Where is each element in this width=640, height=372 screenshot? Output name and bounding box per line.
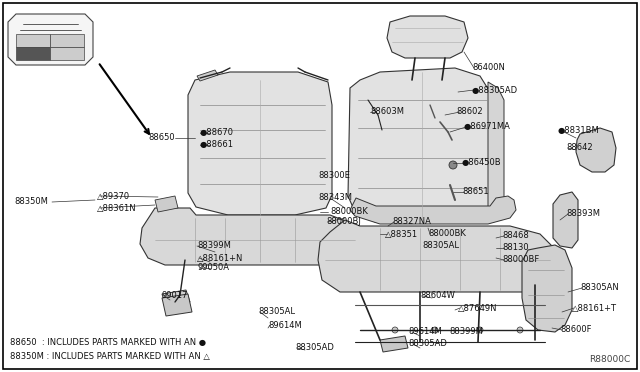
Text: 89614M: 89614M bbox=[268, 321, 301, 330]
Text: 88305AD: 88305AD bbox=[408, 340, 447, 349]
Text: 88651: 88651 bbox=[462, 187, 488, 196]
Circle shape bbox=[517, 327, 523, 333]
Text: 88650  : INCLUDES PARTS MARKED WITH AN ●: 88650 : INCLUDES PARTS MARKED WITH AN ● bbox=[10, 337, 206, 346]
Polygon shape bbox=[140, 208, 360, 265]
Text: 88305AD: 88305AD bbox=[295, 343, 334, 353]
Polygon shape bbox=[488, 82, 504, 216]
Circle shape bbox=[449, 161, 457, 169]
Text: 88000BF: 88000BF bbox=[502, 256, 540, 264]
Polygon shape bbox=[522, 245, 572, 332]
Polygon shape bbox=[162, 294, 192, 316]
Text: ●8831BM: ●8831BM bbox=[558, 125, 600, 135]
Circle shape bbox=[432, 327, 438, 333]
Text: 88000BK: 88000BK bbox=[330, 208, 368, 217]
Polygon shape bbox=[348, 68, 492, 222]
Text: △88351: △88351 bbox=[385, 230, 418, 238]
Text: △89370: △89370 bbox=[97, 192, 130, 201]
Circle shape bbox=[477, 327, 483, 333]
Text: 88305AN: 88305AN bbox=[580, 283, 619, 292]
Bar bbox=[50, 47, 84, 60]
Text: 88350M: 88350M bbox=[14, 198, 48, 206]
Text: 99017: 99017 bbox=[162, 292, 188, 301]
Polygon shape bbox=[350, 196, 516, 224]
Text: ●88670: ●88670 bbox=[200, 128, 234, 138]
Text: 99050A: 99050A bbox=[197, 263, 229, 273]
Text: 88343M: 88343M bbox=[318, 193, 352, 202]
Polygon shape bbox=[197, 70, 218, 81]
Polygon shape bbox=[576, 128, 616, 172]
Text: 88327NA: 88327NA bbox=[392, 218, 431, 227]
Text: 88305AL: 88305AL bbox=[258, 308, 295, 317]
Polygon shape bbox=[8, 14, 93, 65]
Text: 86400N: 86400N bbox=[472, 64, 505, 73]
Text: 88399M: 88399M bbox=[449, 327, 483, 337]
Text: 88350M : INCLUDES PARTS MARKED WITH AN △: 88350M : INCLUDES PARTS MARKED WITH AN △ bbox=[10, 352, 210, 360]
Text: ●86971MA: ●86971MA bbox=[464, 122, 511, 131]
Text: △88161+T: △88161+T bbox=[572, 304, 617, 312]
Polygon shape bbox=[155, 196, 178, 212]
Text: R88000C: R88000C bbox=[589, 356, 630, 365]
Text: △88161+N: △88161+N bbox=[197, 253, 243, 263]
Polygon shape bbox=[162, 290, 190, 308]
Text: ●88305AD: ●88305AD bbox=[472, 86, 518, 94]
Text: 88602: 88602 bbox=[456, 108, 483, 116]
Text: 88600F: 88600F bbox=[560, 326, 591, 334]
Text: ●86450B: ●86450B bbox=[462, 158, 502, 167]
Polygon shape bbox=[380, 336, 408, 352]
Text: 88130: 88130 bbox=[502, 244, 529, 253]
Text: 89614M: 89614M bbox=[408, 327, 442, 337]
Text: ●88661: ●88661 bbox=[200, 141, 234, 150]
Text: 88305AL: 88305AL bbox=[422, 241, 459, 250]
Polygon shape bbox=[318, 220, 554, 292]
Bar bbox=[16, 47, 50, 60]
Circle shape bbox=[392, 327, 398, 333]
Text: 88393M: 88393M bbox=[566, 209, 600, 218]
Text: 88604W: 88604W bbox=[420, 292, 455, 301]
Bar bbox=[50, 34, 84, 47]
Text: △88361N: △88361N bbox=[97, 203, 136, 212]
Bar bbox=[16, 34, 50, 47]
Text: 88300E: 88300E bbox=[318, 170, 350, 180]
Polygon shape bbox=[553, 192, 578, 248]
Text: 88650: 88650 bbox=[148, 134, 175, 142]
Polygon shape bbox=[387, 16, 468, 58]
Text: 88000BJ: 88000BJ bbox=[326, 218, 361, 227]
Text: 88468: 88468 bbox=[502, 231, 529, 241]
Text: △87649N: △87649N bbox=[458, 304, 497, 312]
Text: 88642: 88642 bbox=[566, 144, 593, 153]
Text: 88000BK: 88000BK bbox=[428, 230, 466, 238]
Text: 88603M: 88603M bbox=[370, 108, 404, 116]
Polygon shape bbox=[188, 72, 332, 215]
Text: 88399M: 88399M bbox=[197, 241, 231, 250]
